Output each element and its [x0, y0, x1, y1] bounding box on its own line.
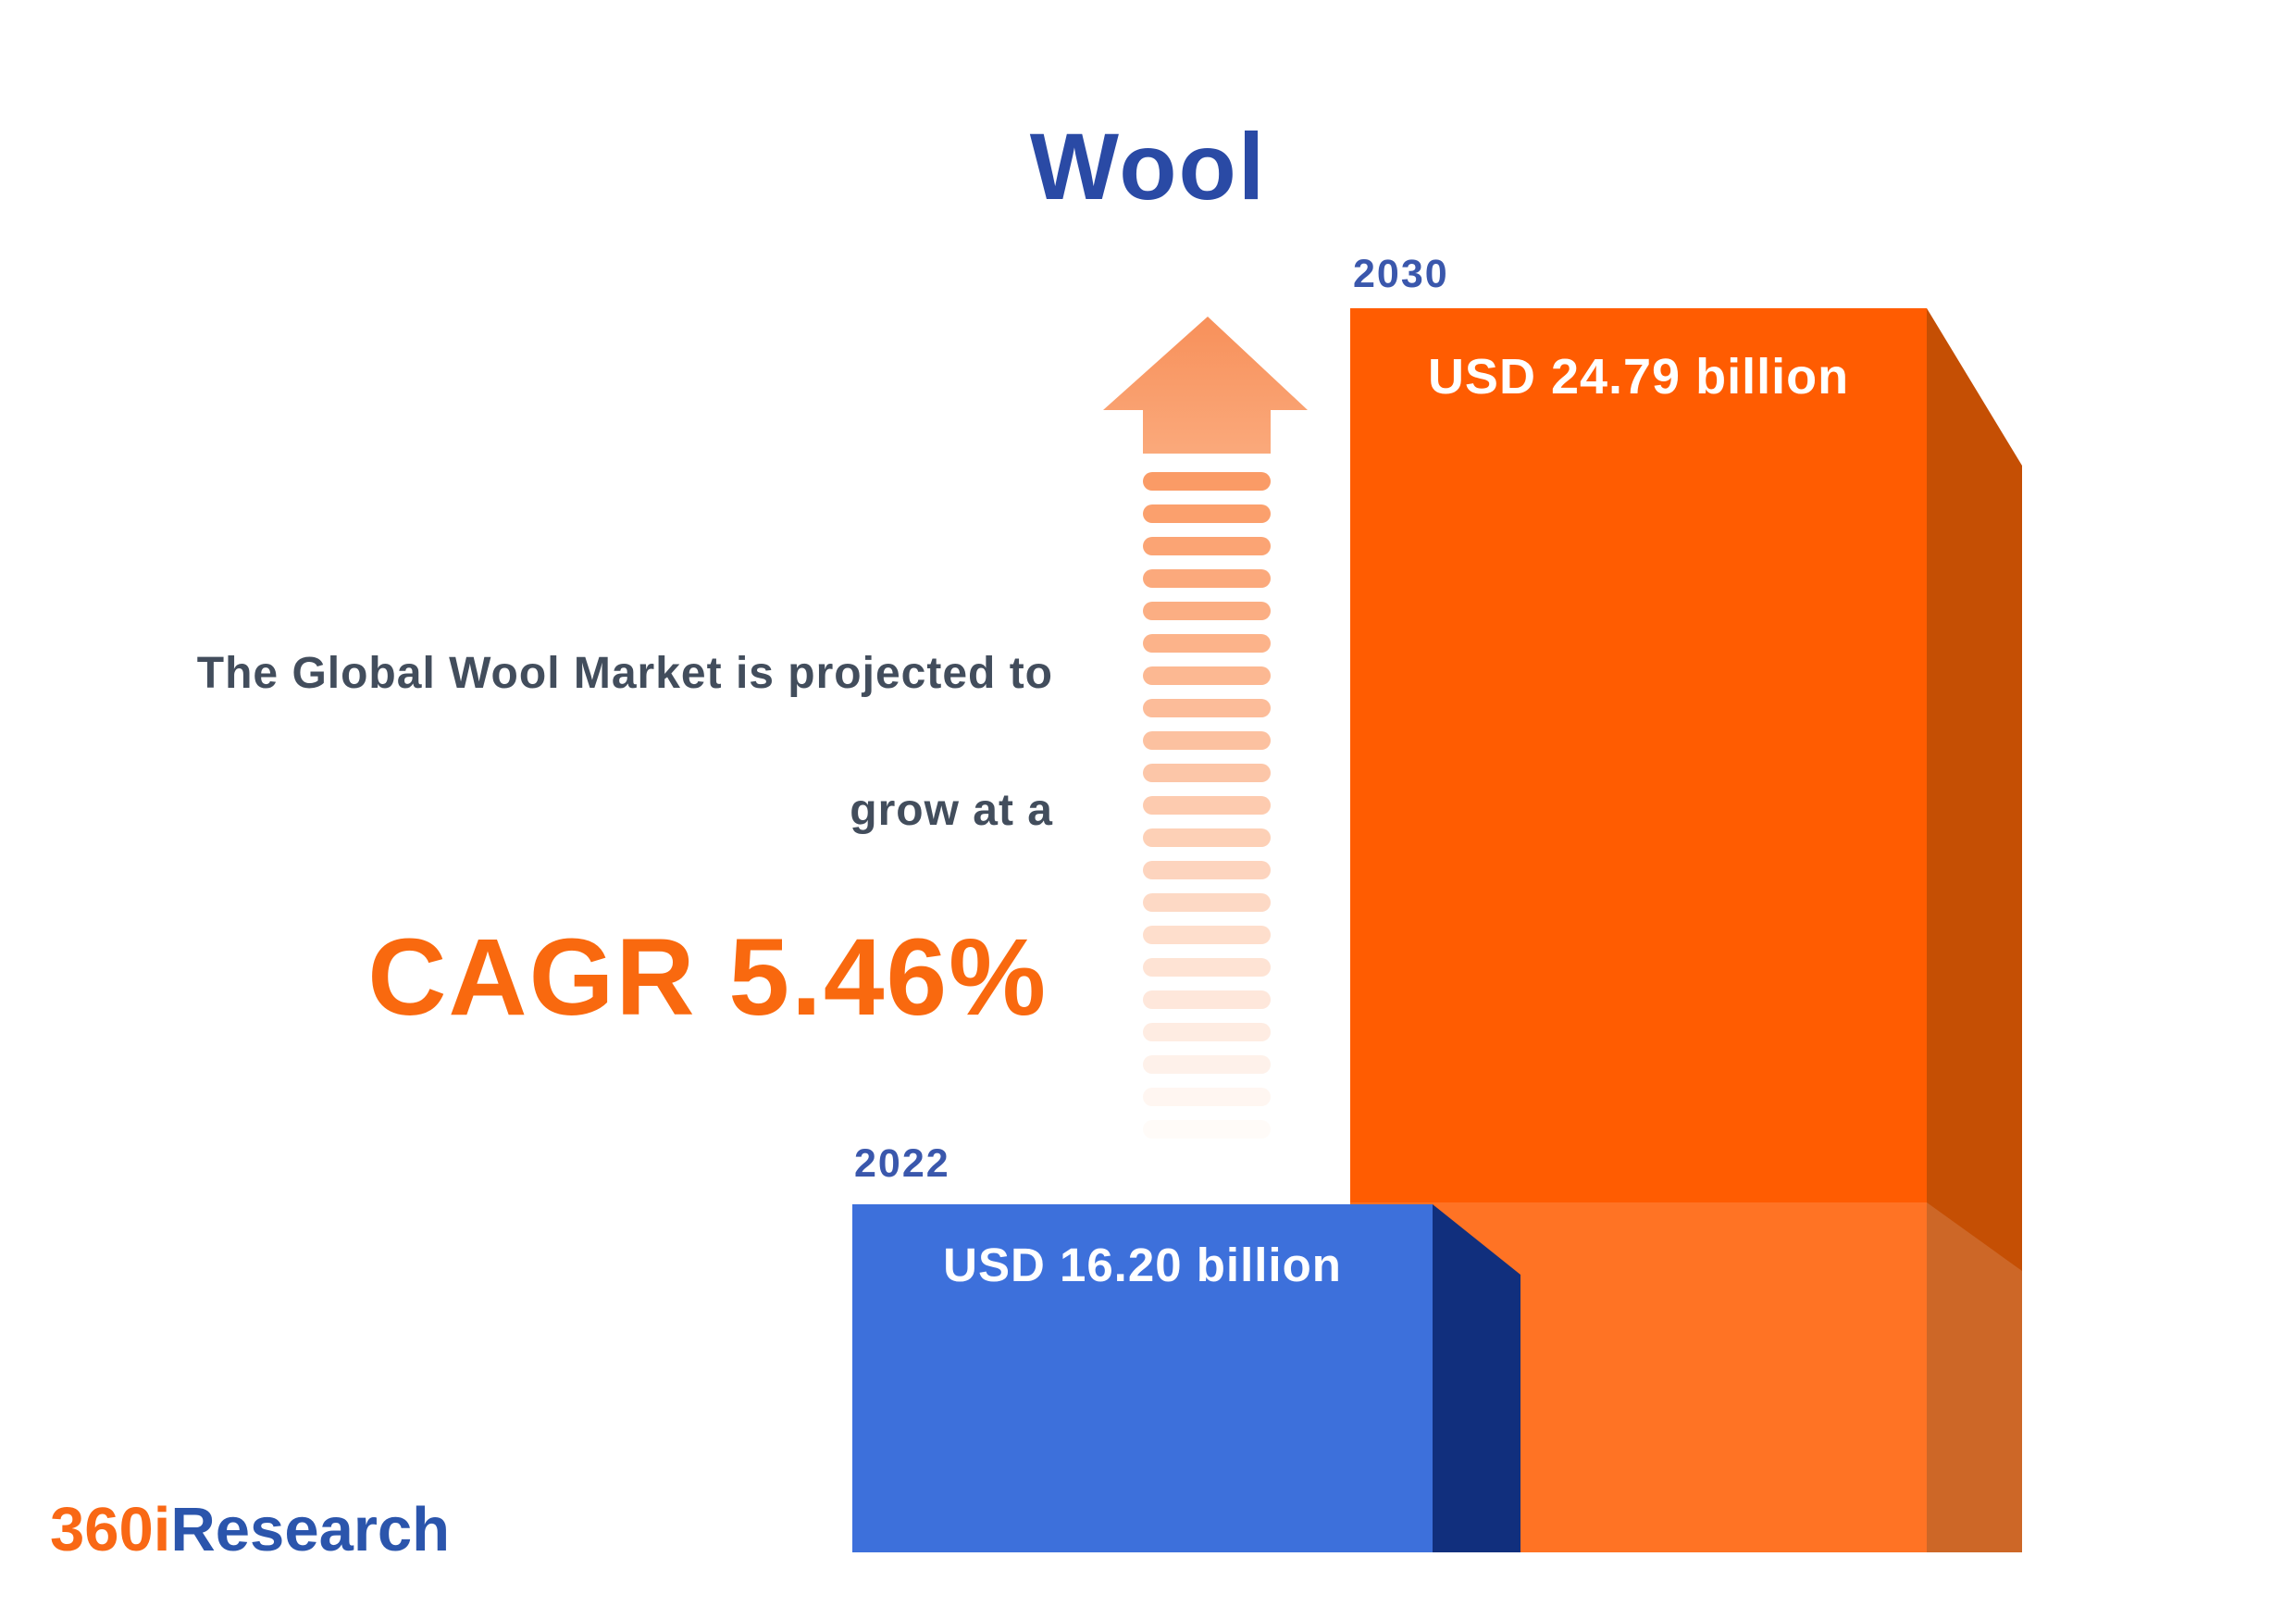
growth-arrow-head-icon — [1103, 317, 1308, 454]
arrow-stripe — [1143, 537, 1271, 555]
arrow-stripe — [1143, 472, 1271, 491]
arrow-stripe — [1143, 1088, 1271, 1106]
arrow-stripe — [1143, 828, 1271, 847]
arrow-stripe — [1143, 893, 1271, 912]
bar-2022-year-label: 2022 — [854, 1141, 950, 1186]
bar-2022-value-label: USD 16.20 billion — [943, 1239, 1342, 1291]
arrow-stripe — [1143, 1120, 1271, 1139]
arrow-stripe — [1143, 1055, 1271, 1074]
arrow-stripe — [1143, 926, 1271, 944]
arrow-stripe — [1143, 958, 1271, 977]
arrow-stripe — [1143, 634, 1271, 653]
arrow-stripe — [1143, 504, 1271, 523]
arrow-stripe — [1143, 602, 1271, 620]
description-line-2: grow at a — [850, 786, 1053, 835]
page-title: Wool — [1029, 114, 1267, 220]
brand-logo: 360iResearch — [50, 1494, 450, 1565]
arrow-stripe — [1143, 861, 1271, 879]
arrow-stripe — [1143, 990, 1271, 1009]
arrow-stripe — [1143, 796, 1271, 815]
brand-logo-prefix: 360i — [50, 1495, 171, 1564]
arrow-stripe — [1143, 666, 1271, 685]
cagr-value: CAGR 5.46% — [367, 916, 1048, 1039]
arrow-stripe — [1143, 569, 1271, 588]
arrow-stripe — [1143, 764, 1271, 782]
bar-2022-side — [1433, 1204, 1520, 1552]
growth-arrow-stripes — [1143, 472, 1271, 1139]
bar-2030-year-label: 2030 — [1353, 252, 1449, 296]
bar-2030-side — [1927, 308, 2022, 1552]
description-line-1: The Global Wool Market is projected to — [196, 649, 1053, 698]
brand-logo-suffix: Research — [170, 1495, 451, 1564]
bar-2030-value-label: USD 24.79 billion — [1427, 349, 1850, 405]
arrow-stripe — [1143, 699, 1271, 717]
arrow-stripe — [1143, 731, 1271, 750]
bar-2022-front — [852, 1204, 1433, 1552]
arrow-stripe — [1143, 1023, 1271, 1041]
